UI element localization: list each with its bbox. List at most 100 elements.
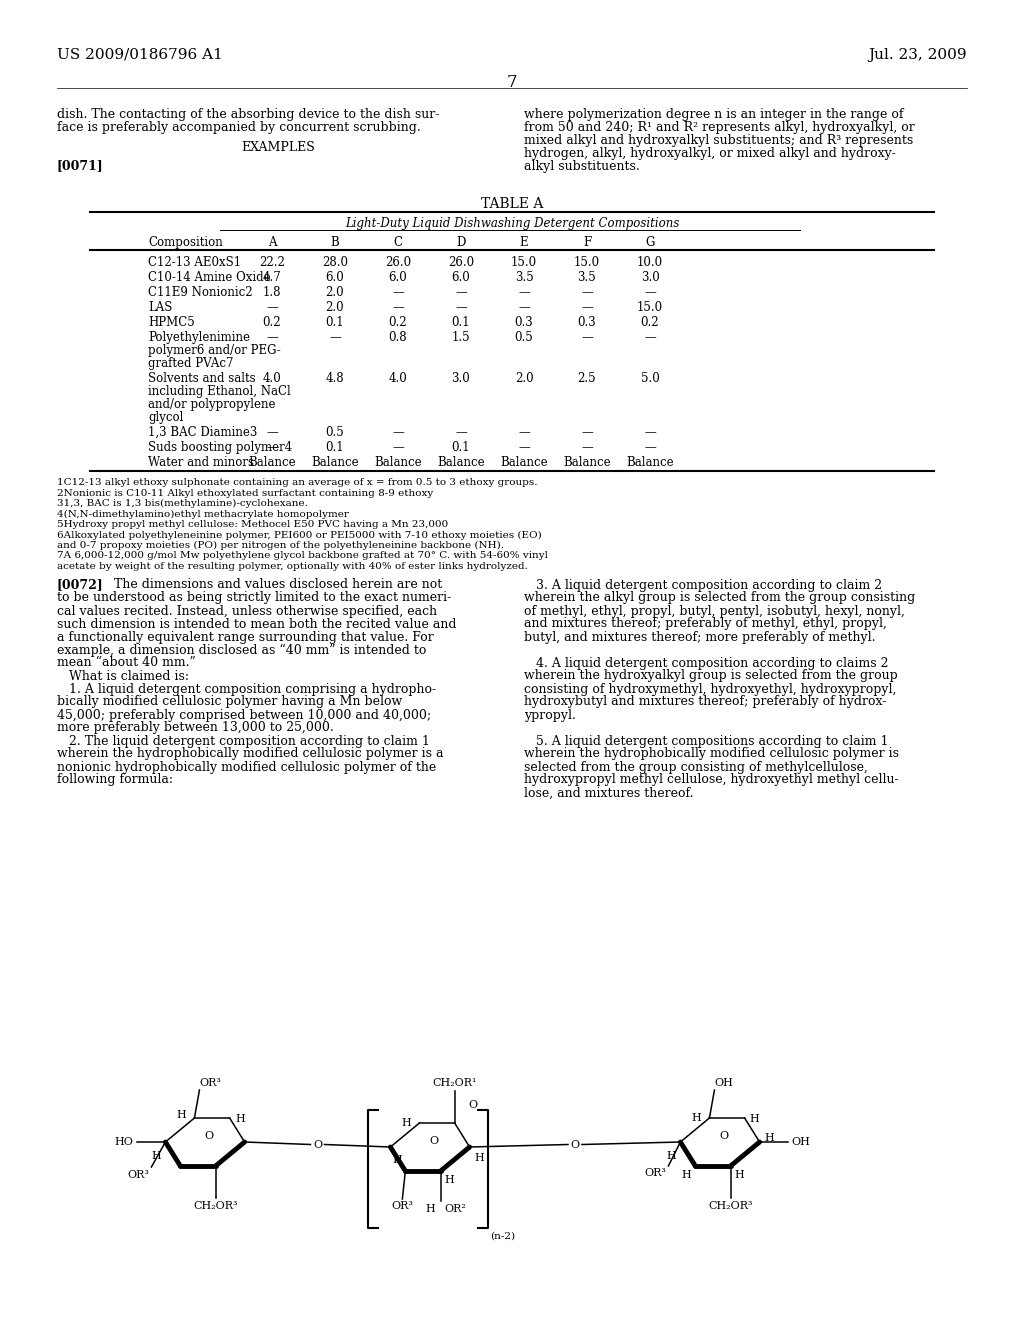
Text: [0071]: [0071]	[57, 158, 103, 172]
Text: 4(N,N-dimethylamino)ethyl methacrylate homopolymer: 4(N,N-dimethylamino)ethyl methacrylate h…	[57, 510, 349, 519]
Text: H: H	[682, 1170, 691, 1180]
Text: 0.2: 0.2	[263, 315, 282, 329]
Text: hydrogen, alkyl, hydroxyalkyl, or mixed alkyl and hydroxy-: hydrogen, alkyl, hydroxyalkyl, or mixed …	[524, 147, 896, 160]
Text: polymer6 and/or PEG-: polymer6 and/or PEG-	[148, 345, 281, 356]
Text: 0.3: 0.3	[515, 315, 534, 329]
Text: consisting of hydroxymethyl, hydroxyethyl, hydroxypropyl,: consisting of hydroxymethyl, hydroxyethy…	[524, 682, 896, 696]
Text: F: F	[583, 236, 591, 249]
Text: 15.0: 15.0	[511, 256, 537, 269]
Text: 6Alkoxylated polyethyleneinine polymer, PEI600 or PEI5000 with 7-10 ethoxy moiet: 6Alkoxylated polyethyleneinine polymer, …	[57, 531, 542, 540]
Text: O: O	[430, 1137, 439, 1146]
Text: 1,3 BAC Diamine3: 1,3 BAC Diamine3	[148, 426, 257, 440]
Text: What is claimed is:: What is claimed is:	[57, 669, 189, 682]
Text: H: H	[236, 1114, 246, 1125]
Text: —: —	[518, 286, 529, 300]
Text: H: H	[667, 1151, 677, 1162]
Text: OR²: OR²	[444, 1204, 467, 1214]
Text: 0.3: 0.3	[578, 315, 596, 329]
Text: —: —	[518, 441, 529, 454]
Text: Balance: Balance	[500, 455, 548, 469]
Text: 1.5: 1.5	[452, 331, 470, 345]
Text: —: —	[644, 331, 656, 345]
Text: 4.7: 4.7	[262, 271, 282, 284]
Text: D: D	[457, 236, 466, 249]
Text: wherein the hydrophobically modified cellulosic polymer is: wherein the hydrophobically modified cel…	[524, 747, 899, 760]
Text: 6.0: 6.0	[452, 271, 470, 284]
Text: HPMC5: HPMC5	[148, 315, 195, 329]
Text: (n-2): (n-2)	[490, 1232, 516, 1241]
Text: —: —	[266, 331, 278, 345]
Text: 0.2: 0.2	[389, 315, 408, 329]
Text: —: —	[329, 331, 341, 345]
Text: —: —	[644, 426, 656, 440]
Text: —: —	[582, 426, 593, 440]
Text: Light-Duty Liquid Dishwashing Detergent Compositions: Light-Duty Liquid Dishwashing Detergent …	[345, 216, 679, 230]
Text: Water and minors: Water and minors	[148, 455, 254, 469]
Text: 3.0: 3.0	[452, 372, 470, 385]
Text: alkyl substituents.: alkyl substituents.	[524, 160, 640, 173]
Text: of methyl, ethyl, propyl, butyl, pentyl, isobutyl, hexyl, nonyl,: of methyl, ethyl, propyl, butyl, pentyl,…	[524, 605, 905, 618]
Text: 5Hydroxy propyl methyl cellulose: Methocel E50 PVC having a Mn 23,000: 5Hydroxy propyl methyl cellulose: Methoc…	[57, 520, 449, 529]
Text: 26.0: 26.0	[385, 256, 411, 269]
Text: E: E	[520, 236, 528, 249]
Text: such dimension is intended to mean both the recited value and: such dimension is intended to mean both …	[57, 618, 457, 631]
Text: 0.1: 0.1	[326, 441, 344, 454]
Text: US 2009/0186796 A1: US 2009/0186796 A1	[57, 48, 223, 62]
Text: —: —	[644, 441, 656, 454]
Text: —: —	[518, 301, 529, 314]
Text: 22.2: 22.2	[259, 256, 285, 269]
Text: A: A	[267, 236, 276, 249]
Text: —: —	[582, 301, 593, 314]
Text: —: —	[455, 301, 467, 314]
Text: grafted PVAc7: grafted PVAc7	[148, 356, 233, 370]
Text: 2Nonionic is C10-11 Alkyl ethoxylated surfactant containing 8-9 ethoxy: 2Nonionic is C10-11 Alkyl ethoxylated su…	[57, 488, 433, 498]
Text: 2.0: 2.0	[326, 286, 344, 300]
Text: ypropyl.: ypropyl.	[524, 709, 575, 722]
Text: O: O	[205, 1131, 214, 1140]
Text: O: O	[313, 1139, 323, 1150]
Text: Suds boosting polymer4: Suds boosting polymer4	[148, 441, 292, 454]
Text: mixed alkyl and hydroxyalkyl substituents; and R³ represents: mixed alkyl and hydroxyalkyl substituent…	[524, 135, 913, 147]
Text: more preferably between 13,000 to 25,000.: more preferably between 13,000 to 25,000…	[57, 722, 334, 734]
Text: —: —	[266, 426, 278, 440]
Text: H: H	[392, 1155, 402, 1166]
Text: H: H	[177, 1110, 186, 1119]
Text: —: —	[392, 441, 403, 454]
Text: H: H	[691, 1113, 701, 1123]
Text: OR³: OR³	[128, 1170, 150, 1180]
Text: OR³: OR³	[391, 1201, 414, 1210]
Text: OH: OH	[792, 1137, 810, 1147]
Text: H: H	[765, 1133, 774, 1143]
Text: Balance: Balance	[437, 455, 484, 469]
Text: wherein the hydroxyalkyl group is selected from the group: wherein the hydroxyalkyl group is select…	[524, 669, 898, 682]
Text: 5. A liquid detergent compositions according to claim 1: 5. A liquid detergent compositions accor…	[524, 734, 889, 747]
Text: glycol: glycol	[148, 411, 183, 424]
Text: 28.0: 28.0	[322, 256, 348, 269]
Text: —: —	[582, 331, 593, 345]
Text: HO: HO	[115, 1137, 133, 1147]
Text: example, a dimension disclosed as “40 mm” is intended to: example, a dimension disclosed as “40 mm…	[57, 644, 426, 657]
Text: OH: OH	[715, 1078, 733, 1088]
Text: C12-13 AE0xS1: C12-13 AE0xS1	[148, 256, 241, 269]
Text: 7: 7	[507, 74, 517, 91]
Text: O: O	[720, 1131, 729, 1140]
Text: 6.0: 6.0	[326, 271, 344, 284]
Text: 15.0: 15.0	[637, 301, 664, 314]
Text: including Ethanol, NaCl: including Ethanol, NaCl	[148, 385, 291, 399]
Text: OR³: OR³	[644, 1168, 667, 1177]
Text: 26.0: 26.0	[447, 256, 474, 269]
Text: Balance: Balance	[563, 455, 610, 469]
Text: nonionic hydrophobically modified cellulosic polymer of the: nonionic hydrophobically modified cellul…	[57, 760, 436, 774]
Text: a functionally equivalent range surrounding that value. For: a functionally equivalent range surround…	[57, 631, 434, 644]
Text: dish. The contacting of the absorbing device to the dish sur-: dish. The contacting of the absorbing de…	[57, 108, 439, 121]
Text: 2.0: 2.0	[326, 301, 344, 314]
Text: 0.2: 0.2	[641, 315, 659, 329]
Text: lose, and mixtures thereof.: lose, and mixtures thereof.	[524, 787, 693, 800]
Text: face is preferably accompanied by concurrent scrubbing.: face is preferably accompanied by concur…	[57, 121, 421, 135]
Text: Solvents and salts: Solvents and salts	[148, 372, 256, 385]
Text: —: —	[266, 441, 278, 454]
Text: 3.5: 3.5	[578, 271, 596, 284]
Text: TABLE A: TABLE A	[481, 197, 543, 211]
Text: H: H	[444, 1175, 455, 1185]
Text: and/or polypropylene: and/or polypropylene	[148, 399, 275, 411]
